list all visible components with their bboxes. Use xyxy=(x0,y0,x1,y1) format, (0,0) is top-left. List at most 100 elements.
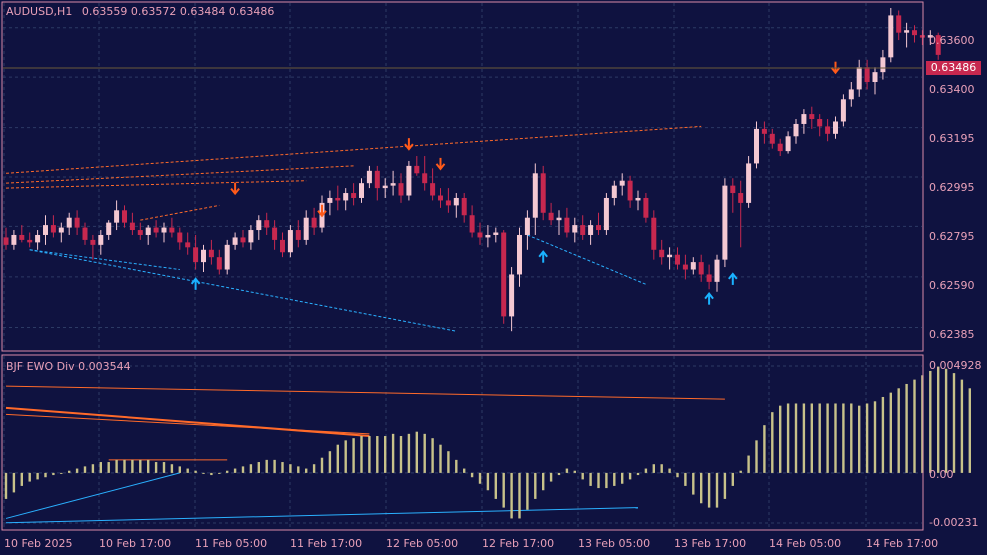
time-tick: 12 Feb 05:00 xyxy=(386,537,459,550)
histogram-bar xyxy=(676,472,679,478)
histogram-bar xyxy=(123,459,126,473)
bull-candle xyxy=(888,15,894,58)
histogram-bar xyxy=(336,444,339,473)
bear-candle xyxy=(596,225,601,231)
histogram-bar xyxy=(557,472,561,476)
bear-candle xyxy=(311,217,317,228)
bull-candle xyxy=(801,114,807,124)
histogram-bar xyxy=(937,366,940,473)
histogram-bar xyxy=(210,472,213,476)
histogram-bar xyxy=(115,459,118,473)
bull-candle xyxy=(114,210,120,223)
histogram-layer xyxy=(4,366,971,519)
histogram-bar xyxy=(889,392,892,473)
indicator-bearish-line xyxy=(5,406,370,438)
price-tick: 0.62795 xyxy=(929,230,975,243)
bull-candle xyxy=(98,234,104,245)
histogram-bar xyxy=(368,436,371,473)
histogram-bar xyxy=(233,468,237,473)
histogram-bar xyxy=(12,472,16,493)
bear-candle xyxy=(137,230,143,235)
time-tick: 11 Feb 17:00 xyxy=(290,537,363,550)
buy-arrow-icon-head xyxy=(704,292,714,300)
bull-candle xyxy=(880,57,886,73)
histogram-bar xyxy=(660,464,663,473)
bear-candle xyxy=(153,227,159,233)
histogram-bar xyxy=(534,472,537,499)
bear-candle xyxy=(706,274,712,282)
bull-candle xyxy=(785,136,791,152)
time-tick: 10 Feb 17:00 xyxy=(99,537,172,550)
histogram-bar xyxy=(684,472,687,486)
bull-candle xyxy=(588,225,594,235)
bear-candle xyxy=(177,232,183,243)
histogram-bar xyxy=(344,440,347,473)
bull-candle xyxy=(327,197,333,203)
bull-candle xyxy=(524,217,530,235)
bull-candle xyxy=(224,244,230,270)
histogram-bar xyxy=(407,433,411,473)
indicator-bullish-line xyxy=(5,507,639,524)
sell-arrow-icon xyxy=(317,204,327,218)
histogram-bar xyxy=(147,459,150,473)
bull-candle xyxy=(35,234,41,243)
bull-candle xyxy=(232,237,238,245)
indicator-bearish-line xyxy=(5,413,370,435)
bear-candle xyxy=(659,249,665,258)
bull-candle xyxy=(303,217,309,240)
histogram-bar xyxy=(802,403,806,473)
bull-candle xyxy=(927,35,933,38)
histogram-bar xyxy=(139,459,142,473)
bull-candle xyxy=(256,220,262,231)
histogram-bar xyxy=(194,470,197,473)
histogram-bar xyxy=(249,464,253,473)
histogram-bar xyxy=(731,472,734,486)
histogram-bar xyxy=(391,433,395,473)
price-tick: 0.62590 xyxy=(929,279,975,292)
price-tick: 0.63195 xyxy=(929,132,975,145)
high-value: 0.63572 xyxy=(130,5,177,18)
bear-candle xyxy=(351,193,357,198)
histogram-bar xyxy=(905,383,908,473)
sell-arrow-icon-head xyxy=(317,210,327,218)
bear-candle xyxy=(896,15,902,33)
bull-candle xyxy=(667,254,673,258)
histogram-bar xyxy=(162,462,166,473)
histogram-bar xyxy=(107,462,110,473)
histogram-bar xyxy=(154,462,158,473)
histogram-bar xyxy=(747,455,750,473)
histogram-bar xyxy=(4,472,8,499)
histogram-bar xyxy=(960,379,964,473)
bear-candle xyxy=(82,227,88,240)
histogram-bar xyxy=(834,403,837,473)
bullish-divergence-line xyxy=(29,249,180,271)
bear-candle xyxy=(675,254,680,265)
bull-candle xyxy=(746,163,752,203)
histogram-bar xyxy=(739,470,742,473)
bull-candle xyxy=(106,222,112,235)
bear-candle xyxy=(540,173,546,213)
histogram-bar xyxy=(628,472,632,480)
bear-candle xyxy=(193,247,199,263)
bull-candle xyxy=(43,225,48,235)
histogram-bar xyxy=(897,388,900,473)
histogram-bar xyxy=(573,470,576,473)
histogram-bar xyxy=(707,472,711,508)
histogram-bar xyxy=(218,472,221,474)
bull-candle xyxy=(453,197,459,206)
histogram-bar xyxy=(289,464,292,473)
bear-candle xyxy=(335,197,341,201)
buy-arrow-icon-head xyxy=(190,277,201,285)
bull-candle xyxy=(904,30,910,33)
bear-candle xyxy=(501,232,507,317)
price-tick: 0.62385 xyxy=(929,328,975,341)
bull-candle xyxy=(532,173,538,218)
indicator-tick: -0.00231 xyxy=(929,516,979,529)
bear-candle xyxy=(398,183,404,196)
bear-candle xyxy=(280,239,285,253)
bull-candle xyxy=(58,227,64,233)
bull-candle xyxy=(840,99,846,122)
histogram-bar xyxy=(226,470,229,473)
histogram-bar xyxy=(131,459,134,473)
